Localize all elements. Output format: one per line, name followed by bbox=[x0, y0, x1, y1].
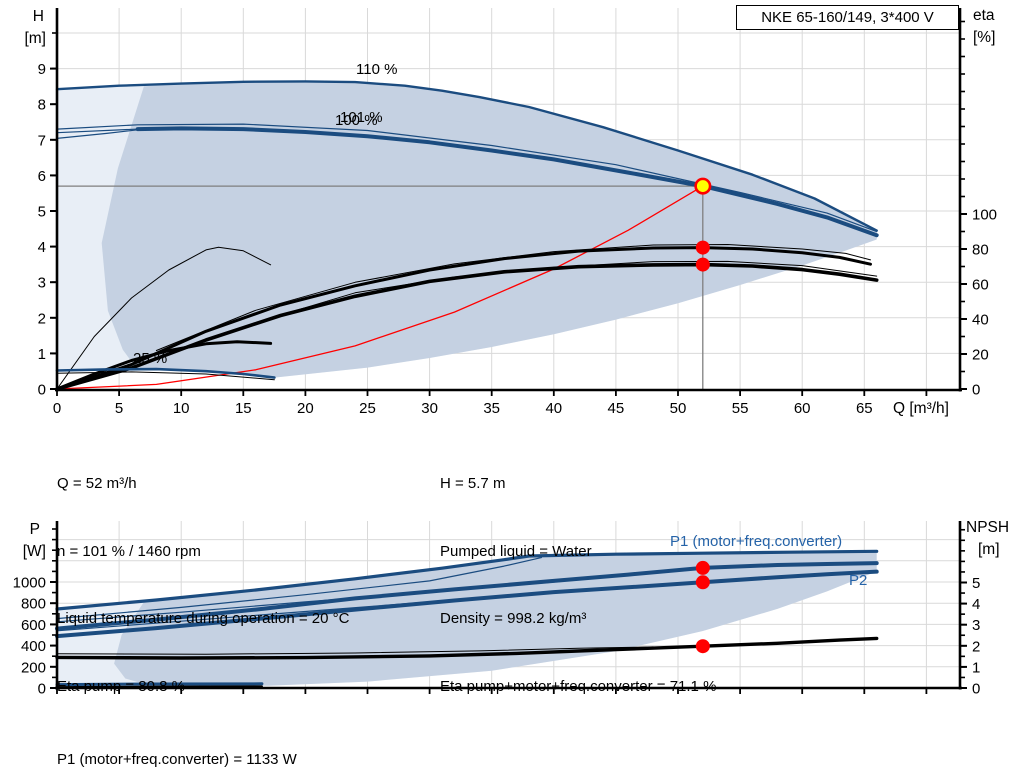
top-ylabel-right: 80 bbox=[972, 242, 989, 259]
bottom-axis-label--m-: [m] bbox=[978, 541, 1000, 558]
top-ylabel-right: 60 bbox=[972, 277, 989, 294]
top-ylabel-left: 9 bbox=[38, 61, 46, 78]
bottom-ylabel-left: 200 bbox=[21, 659, 46, 676]
bottom-ylabel-left: 800 bbox=[21, 596, 46, 613]
top-xlabel: 25 bbox=[359, 400, 376, 417]
bottom-curve-p2-101 bbox=[55, 569, 879, 639]
top-xlabel: 15 bbox=[235, 400, 252, 417]
top-label-101-: 101 % bbox=[340, 109, 383, 126]
top-xlabel: 60 bbox=[794, 400, 811, 417]
bottom-ylabel-right: 4 bbox=[972, 596, 980, 613]
top-axis-label--: [%] bbox=[973, 29, 995, 46]
top-axis-label-eta: eta bbox=[973, 7, 995, 24]
top-ylabel-right: 0 bbox=[972, 382, 980, 399]
top-label-110-: 110 % bbox=[356, 61, 397, 78]
duty-info-left: Q = 52 m³/h n = 101 % / 1460 rpm Liquid … bbox=[57, 428, 349, 743]
top-xlabel: 50 bbox=[670, 400, 687, 417]
top-axis-label-h: H bbox=[33, 8, 44, 25]
bottom-curve-npsh-thin bbox=[56, 646, 654, 655]
bottom-ylabel-right: 2 bbox=[972, 638, 980, 655]
bottom-ylabel-left: 0 bbox=[38, 681, 46, 698]
top-curve-speed-101-thin-left bbox=[56, 128, 139, 134]
top-ylabel-right: 40 bbox=[972, 312, 989, 329]
bottom-curve-p1-110-thin bbox=[56, 557, 542, 620]
top-ylabel-left: 2 bbox=[38, 310, 46, 327]
power-info: P1 (motor+freq.converter) = 1133 W P2 = … bbox=[57, 704, 297, 781]
top-curve-speed-25-thin bbox=[56, 371, 275, 381]
top-curve-speed-25 bbox=[55, 367, 276, 379]
top-ylabel-left: 0 bbox=[38, 382, 46, 399]
duty-speed: n = 101 % / 1460 rpm bbox=[57, 542, 201, 560]
top-curve-speed-101 bbox=[135, 126, 879, 238]
top-ylabel-right: 100 bbox=[972, 207, 997, 224]
top-xlabel: 5 bbox=[115, 400, 123, 417]
top-xlabel: 10 bbox=[173, 400, 190, 417]
duty-eta-pump: Eta pump = 80.8 % bbox=[57, 677, 185, 695]
top-curve-eta-pump-thin bbox=[155, 244, 871, 351]
bottom-curve-p1-101 bbox=[55, 561, 879, 631]
top-ylabel-left: 4 bbox=[38, 239, 46, 256]
top-curve-speed-110 bbox=[55, 80, 878, 232]
bottom-axis-label-p: P bbox=[30, 521, 40, 538]
top-xlabel: 65 bbox=[856, 400, 873, 417]
duty-density: Density = 998.2 kg/m³ bbox=[440, 610, 587, 627]
bottom-ylabel-left: 400 bbox=[21, 638, 46, 655]
operating-point[interactable] bbox=[694, 177, 712, 195]
power-p1: P1 (motor+freq.converter) = 1133 W bbox=[57, 751, 297, 768]
top-xlabel: 45 bbox=[608, 400, 625, 417]
duty-head: H = 5.7 m bbox=[440, 475, 506, 492]
bottom-axis-label-npsh: NPSH bbox=[966, 519, 1009, 536]
top-ylabel-left: 7 bbox=[38, 132, 46, 149]
bottom-ylabel-right: 1 bbox=[972, 659, 980, 676]
duty-q: Q = 52 m³/h bbox=[57, 475, 137, 492]
top-xlabel: 40 bbox=[545, 400, 562, 417]
eta-total-point bbox=[695, 257, 710, 272]
top-axis-label-q-m-h-: Q [m³/h] bbox=[893, 400, 949, 417]
p2-point bbox=[695, 575, 710, 590]
top-envelope-dark bbox=[101, 81, 877, 378]
top-curve-eta-25-thin bbox=[56, 246, 272, 390]
top-xlabel: 0 bbox=[53, 400, 61, 417]
top-axis-label--m-: [m] bbox=[24, 30, 46, 47]
duty-pumped-liquid: Pumped liquid = Water bbox=[440, 542, 592, 560]
duty-liquid-temp: Liquid temperature during operation = 20… bbox=[57, 610, 350, 627]
top-ylabel-left: 5 bbox=[38, 204, 46, 221]
duty-eta-total: Eta pump+motor+freq.converter = 71.1 % bbox=[440, 677, 717, 695]
bottom-curve-p1-110 bbox=[55, 549, 879, 611]
bottom-axis-label--w-: [W] bbox=[23, 543, 46, 560]
top-label-100-: 100 % bbox=[335, 112, 378, 129]
bottom-ylabel-right: 0 bbox=[972, 681, 980, 698]
bottom-curve-npsh bbox=[55, 636, 879, 660]
top-label-25-: 25 % bbox=[133, 350, 167, 367]
top-xlabel: 30 bbox=[421, 400, 438, 417]
duty-info-right: H = 5.7 m Pumped liquid = Water Density … bbox=[440, 428, 716, 743]
bottom-ylabel-left: 600 bbox=[21, 617, 46, 634]
top-xlabel: 55 bbox=[732, 400, 749, 417]
bottom-label-p2: P2 bbox=[849, 572, 867, 589]
top-curve-speed-100-thin-upper bbox=[56, 123, 878, 233]
bottom-curve-p25-blue bbox=[55, 682, 264, 687]
top-curve-curve-25-aux bbox=[55, 340, 273, 391]
bottom-ylabel-right: 5 bbox=[972, 575, 980, 592]
bottom-ylabel-left: 1000 bbox=[13, 575, 46, 592]
top-curve-eta-total bbox=[55, 262, 879, 391]
top-curve-system-curve bbox=[56, 185, 704, 390]
pump-title: NKE 65-160/149, 3*400 V bbox=[761, 9, 934, 26]
top-ylabel-left: 8 bbox=[38, 97, 46, 114]
top-xlabel: 35 bbox=[483, 400, 500, 417]
eta-pump-point bbox=[695, 240, 710, 255]
top-ylabel-left: 6 bbox=[38, 168, 46, 185]
top-ylabel-left: 1 bbox=[38, 346, 46, 363]
npsh-point bbox=[695, 639, 710, 654]
top-ylabel-left: 3 bbox=[38, 275, 46, 292]
top-xlabel: 20 bbox=[297, 400, 314, 417]
top-ylabel-right: 20 bbox=[972, 347, 989, 364]
pump-title-box: NKE 65-160/149, 3*400 V bbox=[736, 5, 959, 30]
bottom-label-p1-motor-freq-converter-: P1 (motor+freq.converter) bbox=[670, 533, 842, 550]
bottom-ylabel-right: 3 bbox=[972, 617, 980, 634]
p1-point bbox=[695, 560, 710, 575]
